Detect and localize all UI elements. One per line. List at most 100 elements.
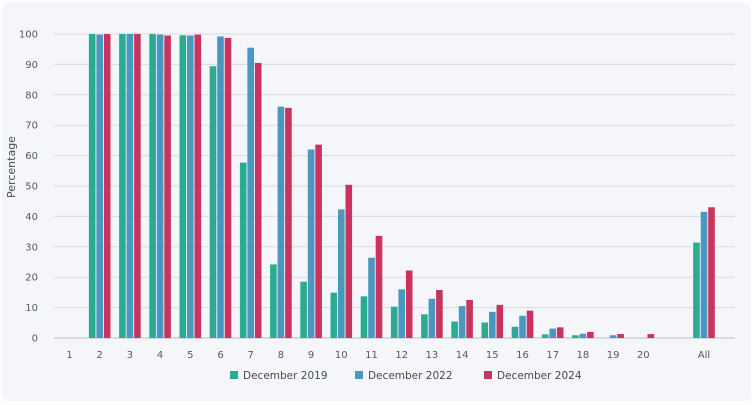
x-tick-label: 15 [486,350,499,361]
y-axis-ticks: 0 10 20 30 40 50 60 70 80 90 100 [19,30,38,345]
y-tick-label: 10 [25,303,38,314]
y-tick-label: 20 [25,273,38,284]
x-axis-ticks: 1 2 3 4 5 6 7 8 9 10 11 12 13 14 15 16 17 18 19 20 All [66,350,710,361]
bar-december-2019-4 [149,34,156,338]
legend-label: December 2022 [368,370,453,382]
y-tick-label: 40 [25,212,38,223]
x-tick-label: 17 [546,350,559,361]
bars [88,34,715,339]
bar-december-2022-8 [277,106,285,338]
x-tick-label: 5 [187,350,193,361]
bar-december-2022-17 [549,328,556,338]
bar-december-2019-5 [179,35,187,338]
bar-december-2019-18 [572,335,579,338]
x-tick-label: 13 [426,350,439,361]
legend: December 2019 December 2022 December 2024 [230,370,582,382]
x-tick-label: 19 [607,350,620,361]
y-tick-label: 0 [32,334,38,345]
bar-december-2024-6 [224,37,232,339]
bar-december-2024-8 [285,107,292,338]
bar-december-2024-17 [556,327,564,338]
bar-december-2019-16 [511,326,519,338]
bar-december-2022-18 [579,333,587,338]
bar-december-2024-all [708,207,715,338]
bar-december-2024-11 [375,235,383,338]
bar-december-2024-12 [405,270,413,338]
bar-december-2019-13 [421,314,428,338]
bar-december-2019-15 [481,322,489,338]
bar-december-2019-9 [300,281,307,338]
bar-december-2024-5 [194,34,202,338]
x-tick-label: 12 [395,350,408,361]
bar-december-2024-3 [134,34,141,338]
bar-december-2019-12 [390,306,398,338]
bar-december-2024-20 [647,334,655,338]
bar-december-2022-2 [96,34,103,338]
y-tick-label: 70 [25,121,38,132]
legend-item: December 2022 [355,370,453,382]
bar-december-2024-4 [164,35,171,339]
legend-label: December 2019 [243,370,328,382]
legend-label: December 2024 [497,370,582,382]
bar-december-2019-8 [270,264,277,338]
bar-december-2022-19 [609,335,617,338]
bar-december-2019-7 [239,162,247,338]
bar-december-2022-9 [307,149,315,338]
y-tick-label: 80 [25,90,38,101]
y-axis-label: Percentage [5,136,18,198]
legend-swatch [355,371,363,379]
gridlines [54,33,735,339]
chart-panel: 0 10 20 30 40 50 60 70 80 90 100 1 2 3 4 5 6 7 8 9 10 11 12 13… [2,2,751,401]
bar-december-2019-3 [119,34,126,338]
y-tick-label: 100 [19,30,38,41]
x-tick-label: 18 [577,350,590,361]
bar-december-2022-7 [247,47,254,339]
bar-december-2024-2 [103,34,111,338]
bar-december-2019-all [693,242,700,338]
x-tick-label: 20 [637,350,650,361]
x-tick-label: 9 [308,350,314,361]
bar-december-2022-15 [489,311,496,338]
x-tick-label: 3 [127,350,133,361]
x-tick-label: 1 [66,350,72,361]
bar-december-2019-17 [541,334,549,338]
bar-december-2019-10 [330,292,338,338]
bar-december-2024-7 [254,62,262,338]
bar-december-2022-12 [398,289,405,338]
bar-december-2019-2 [88,34,96,338]
y-tick-label: 50 [25,182,38,193]
bar-december-2024-9 [315,144,322,338]
x-tick-label: 6 [217,350,223,361]
bar-december-2022-16 [519,315,526,338]
bar-december-2024-18 [587,331,594,338]
bar-december-2024-19 [617,334,624,338]
y-tick-label: 30 [25,242,38,253]
x-tick-label: 8 [278,350,284,361]
bar-december-2019-6 [209,66,217,338]
bar-december-2022-11 [368,257,375,338]
bar-december-2024-10 [345,184,353,338]
bar-december-2022-4 [156,34,164,338]
y-tick-label: 90 [25,60,38,71]
x-tick-label: All [698,350,710,361]
bar-december-2024-16 [526,310,534,338]
bar-december-2022-10 [338,209,345,338]
x-tick-label: 14 [456,350,469,361]
bar-december-2022-14 [458,306,466,338]
bar-december-2022-all [700,211,708,338]
bar-december-2019-11 [360,296,368,338]
bar-december-2022-3 [126,34,134,338]
y-tick-label: 60 [25,151,38,162]
x-tick-label: 10 [335,350,348,361]
x-tick-label: 11 [365,350,378,361]
legend-item: December 2024 [484,370,582,382]
x-tick-label: 4 [157,350,163,361]
x-tick-label: 7 [248,350,254,361]
bar-december-2022-5 [187,35,194,339]
bar-december-2024-15 [496,304,504,338]
bar-december-2024-14 [466,300,473,338]
legend-swatch [230,371,238,379]
legend-swatch [484,371,492,379]
legend-item: December 2019 [230,370,328,382]
